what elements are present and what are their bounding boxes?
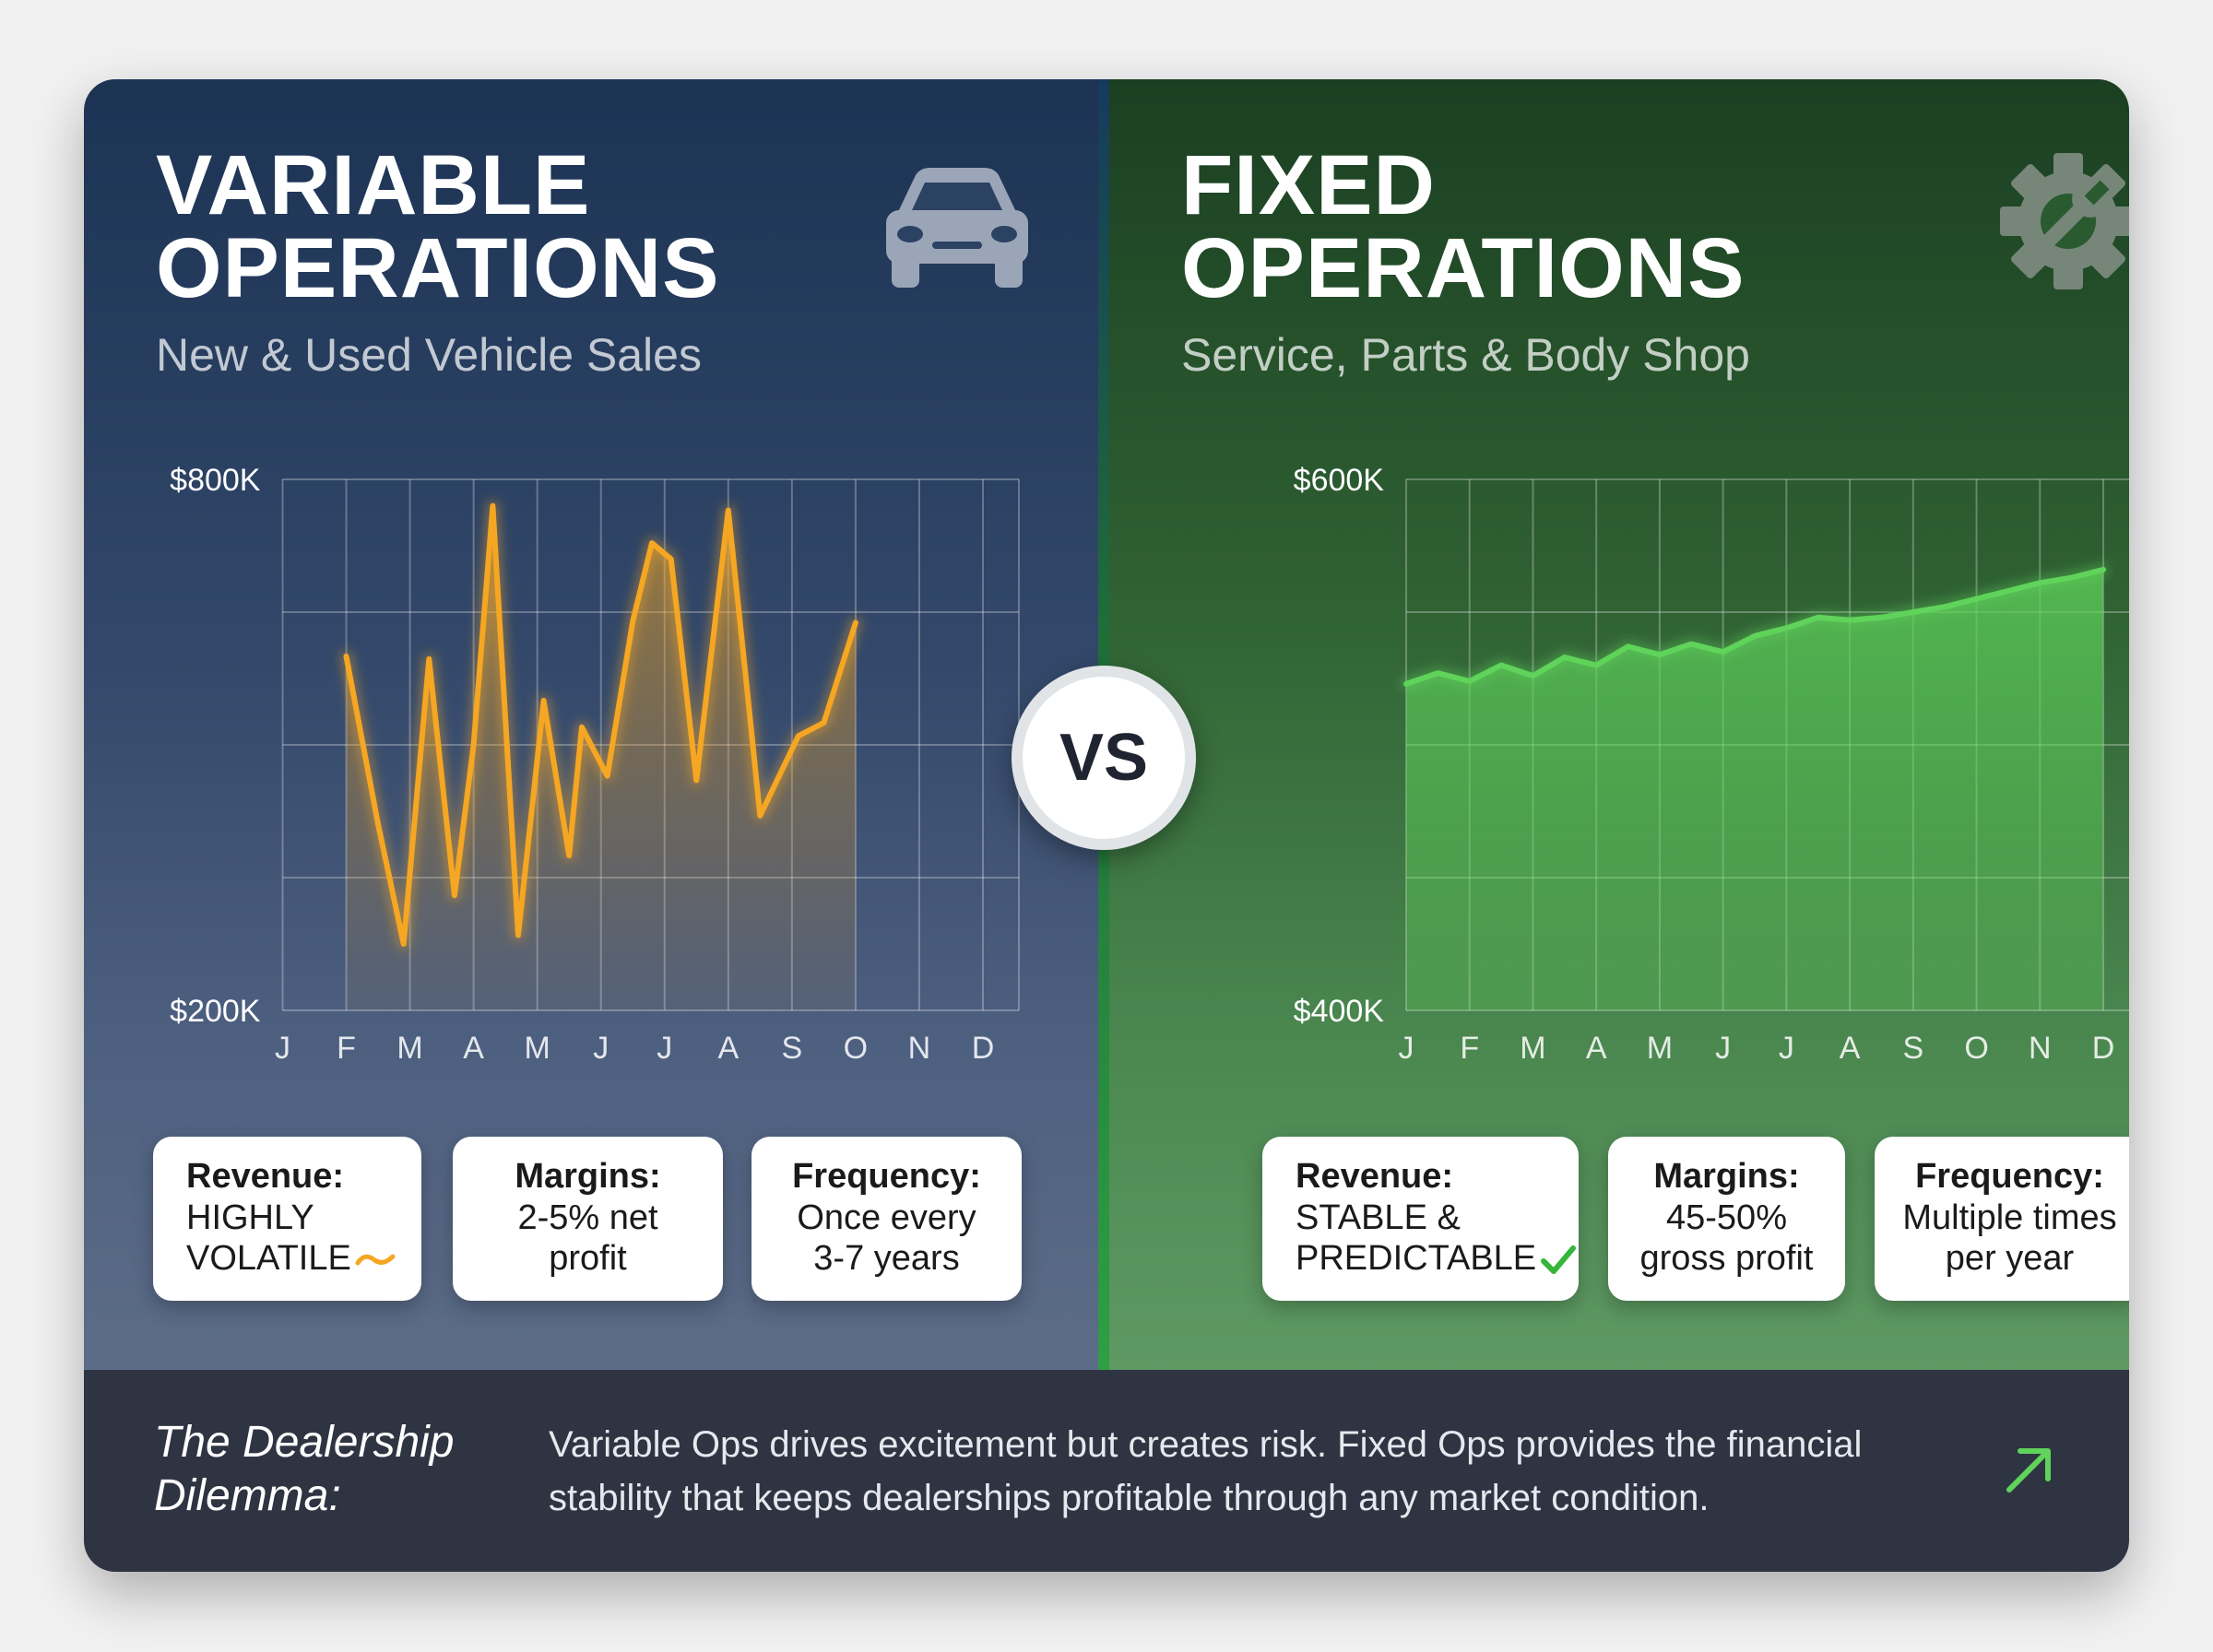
fixed-chart-y-tick-label: $600K — [1294, 463, 1385, 498]
variable-margins-label: Margins: — [515, 1157, 661, 1196]
comparison-card: VARIABLE OPERATIONS New & Used Vehicle S… — [84, 79, 2129, 1572]
variable-chart-x-tick-label: M — [396, 1031, 422, 1066]
footer-title-line2: Dilemma: — [154, 1471, 341, 1520]
variable-margins-box: Margins: 2-5% net profit — [453, 1137, 723, 1301]
variable-title: VARIABLE OPERATIONS — [156, 138, 720, 315]
fixed-operations-panel: FIXED OPERATIONS Service, Parts & Body S… — [1109, 79, 2129, 1370]
fixed-chart-x-tick-label: J — [1715, 1031, 1731, 1066]
variable-revenue-line2-row: VOLATILE — [186, 1238, 421, 1279]
fixed-title-line1: FIXED — [1181, 138, 1436, 232]
fixed-subtitle: Service, Parts & Body Shop — [1181, 329, 1750, 381]
variable-frequency-box: Frequency: Once every 3-7 years — [751, 1137, 1022, 1301]
fixed-margins-box: Margins: 45-50% gross profit — [1608, 1137, 1845, 1301]
footer-text: Variable Ops drives excitement but creat… — [549, 1418, 1987, 1525]
fixed-margins-line2: gross profit — [1639, 1239, 1814, 1278]
variable-frequency-line1: Once every — [797, 1198, 976, 1237]
variable-revenue-box: Revenue: HIGHLY VOLATILE — [153, 1137, 421, 1301]
variable-chart-x-tick-label: O — [844, 1031, 868, 1066]
variable-revenue-label: Revenue: — [186, 1157, 345, 1196]
variable-revenue-chart: $800K $200K J F M A M J J A S O N D — [170, 463, 1020, 1066]
fixed-frequency-label: Frequency: — [1915, 1157, 2104, 1196]
car-icon — [886, 168, 1028, 288]
fixed-chart-series-line — [1403, 566, 2106, 687]
fixed-revenue-chart: $600K $400K J F M A M J J A S O N D — [1294, 463, 2129, 1066]
variable-chart-x-tick-label: A — [463, 1031, 484, 1066]
check-icon — [1541, 1245, 1577, 1274]
fixed-revenue-line2-row: PREDICTABLE — [1296, 1238, 1579, 1279]
variable-revenue-line1: HIGHLY — [186, 1198, 314, 1237]
footer-title: The Dealership Dilemma: — [154, 1416, 523, 1523]
fixed-chart-x-tick-label: O — [1964, 1031, 1988, 1066]
fixed-title-line2: OPERATIONS — [1181, 221, 1746, 315]
variable-title-line2: OPERATIONS — [156, 221, 720, 315]
fixed-chart-area — [1406, 569, 2103, 1010]
fixed-chart-x-tick-label: A — [1840, 1031, 1861, 1066]
variable-frequency-label: Frequency: — [792, 1157, 981, 1196]
fixed-chart-x-tick-label: F — [1460, 1031, 1479, 1066]
variable-revenue-line2: VOLATILE — [186, 1239, 351, 1278]
variable-chart-y-tick-label: $800K — [170, 463, 261, 498]
fixed-title: FIXED OPERATIONS — [1181, 138, 1746, 315]
variable-chart-series-line — [343, 502, 858, 947]
fixed-chart-x-tick-label: M — [1647, 1031, 1673, 1066]
variable-frequency-line2: 3-7 years — [813, 1239, 960, 1278]
fixed-revenue-label: Revenue: — [1296, 1157, 1454, 1196]
fixed-revenue-line1: STABLE & — [1296, 1198, 1461, 1237]
variable-chart-x-tick-label: S — [782, 1031, 803, 1066]
footer-banner: The Dealership Dilemma: Variable Ops dri… — [84, 1370, 2129, 1572]
fixed-chart-x-tick-label: D — [2092, 1031, 2115, 1066]
fixed-chart-x-tick-label: S — [1902, 1031, 1923, 1066]
fixed-frequency-line2: per year — [1945, 1239, 2075, 1278]
fixed-revenue-box: Revenue: STABLE & PREDICTABLE — [1262, 1137, 1579, 1301]
variable-chart-y-tick-label: $200K — [170, 994, 261, 1029]
fixed-chart-x-tick-label: J — [1779, 1031, 1794, 1066]
fixed-margins-label: Margins: — [1653, 1157, 1800, 1196]
variable-chart-x-tick-label: F — [337, 1031, 356, 1066]
footer-text-line1: Variable Ops drives excitement but creat… — [549, 1424, 1863, 1465]
variable-chart-x-tick-label: N — [908, 1031, 931, 1066]
variable-chart-x-tick-label: J — [275, 1031, 290, 1066]
variable-chart-x-tick-label: J — [657, 1031, 672, 1066]
variable-chart-x-tick-label: A — [717, 1031, 739, 1066]
tilde-icon — [355, 1254, 396, 1266]
variable-chart-x-tick-label: D — [972, 1031, 995, 1066]
fixed-revenue-line2: PREDICTABLE — [1296, 1239, 1537, 1278]
variable-chart-x-tick-label: M — [525, 1031, 550, 1066]
variable-margins-line2: profit — [549, 1239, 627, 1278]
fixed-chart-x-tick-label: A — [1586, 1031, 1607, 1066]
variable-chart-x-tick-label: J — [593, 1031, 609, 1066]
arrow-up-right-icon — [2006, 1448, 2051, 1493]
variable-chart-area — [346, 505, 856, 1010]
gear-wrench-icon — [2000, 153, 2129, 289]
fixed-chart-y-tick-label: $400K — [1294, 994, 1385, 1029]
vs-badge: VS — [1012, 666, 1196, 850]
footer-text-line2: stability that keeps dealerships profita… — [549, 1478, 1710, 1518]
variable-operations-panel: VARIABLE OPERATIONS New & Used Vehicle S… — [84, 79, 1098, 1370]
variable-margins-line1: 2-5% net — [517, 1198, 658, 1237]
footer-title-line1: The Dealership — [154, 1418, 455, 1467]
fixed-margins-line1: 45-50% — [1666, 1198, 1787, 1237]
fixed-chart-x-tick-label: N — [2029, 1031, 2052, 1066]
fixed-frequency-line1: Multiple times — [1902, 1198, 2117, 1237]
variable-subtitle: New & Used Vehicle Sales — [156, 329, 702, 381]
fixed-chart-x-tick-label: M — [1520, 1031, 1545, 1066]
variable-title-line1: VARIABLE — [156, 138, 591, 232]
fixed-frequency-box: Frequency: Multiple times per year — [1875, 1137, 2129, 1301]
fixed-chart-x-tick-label: J — [1399, 1031, 1414, 1066]
